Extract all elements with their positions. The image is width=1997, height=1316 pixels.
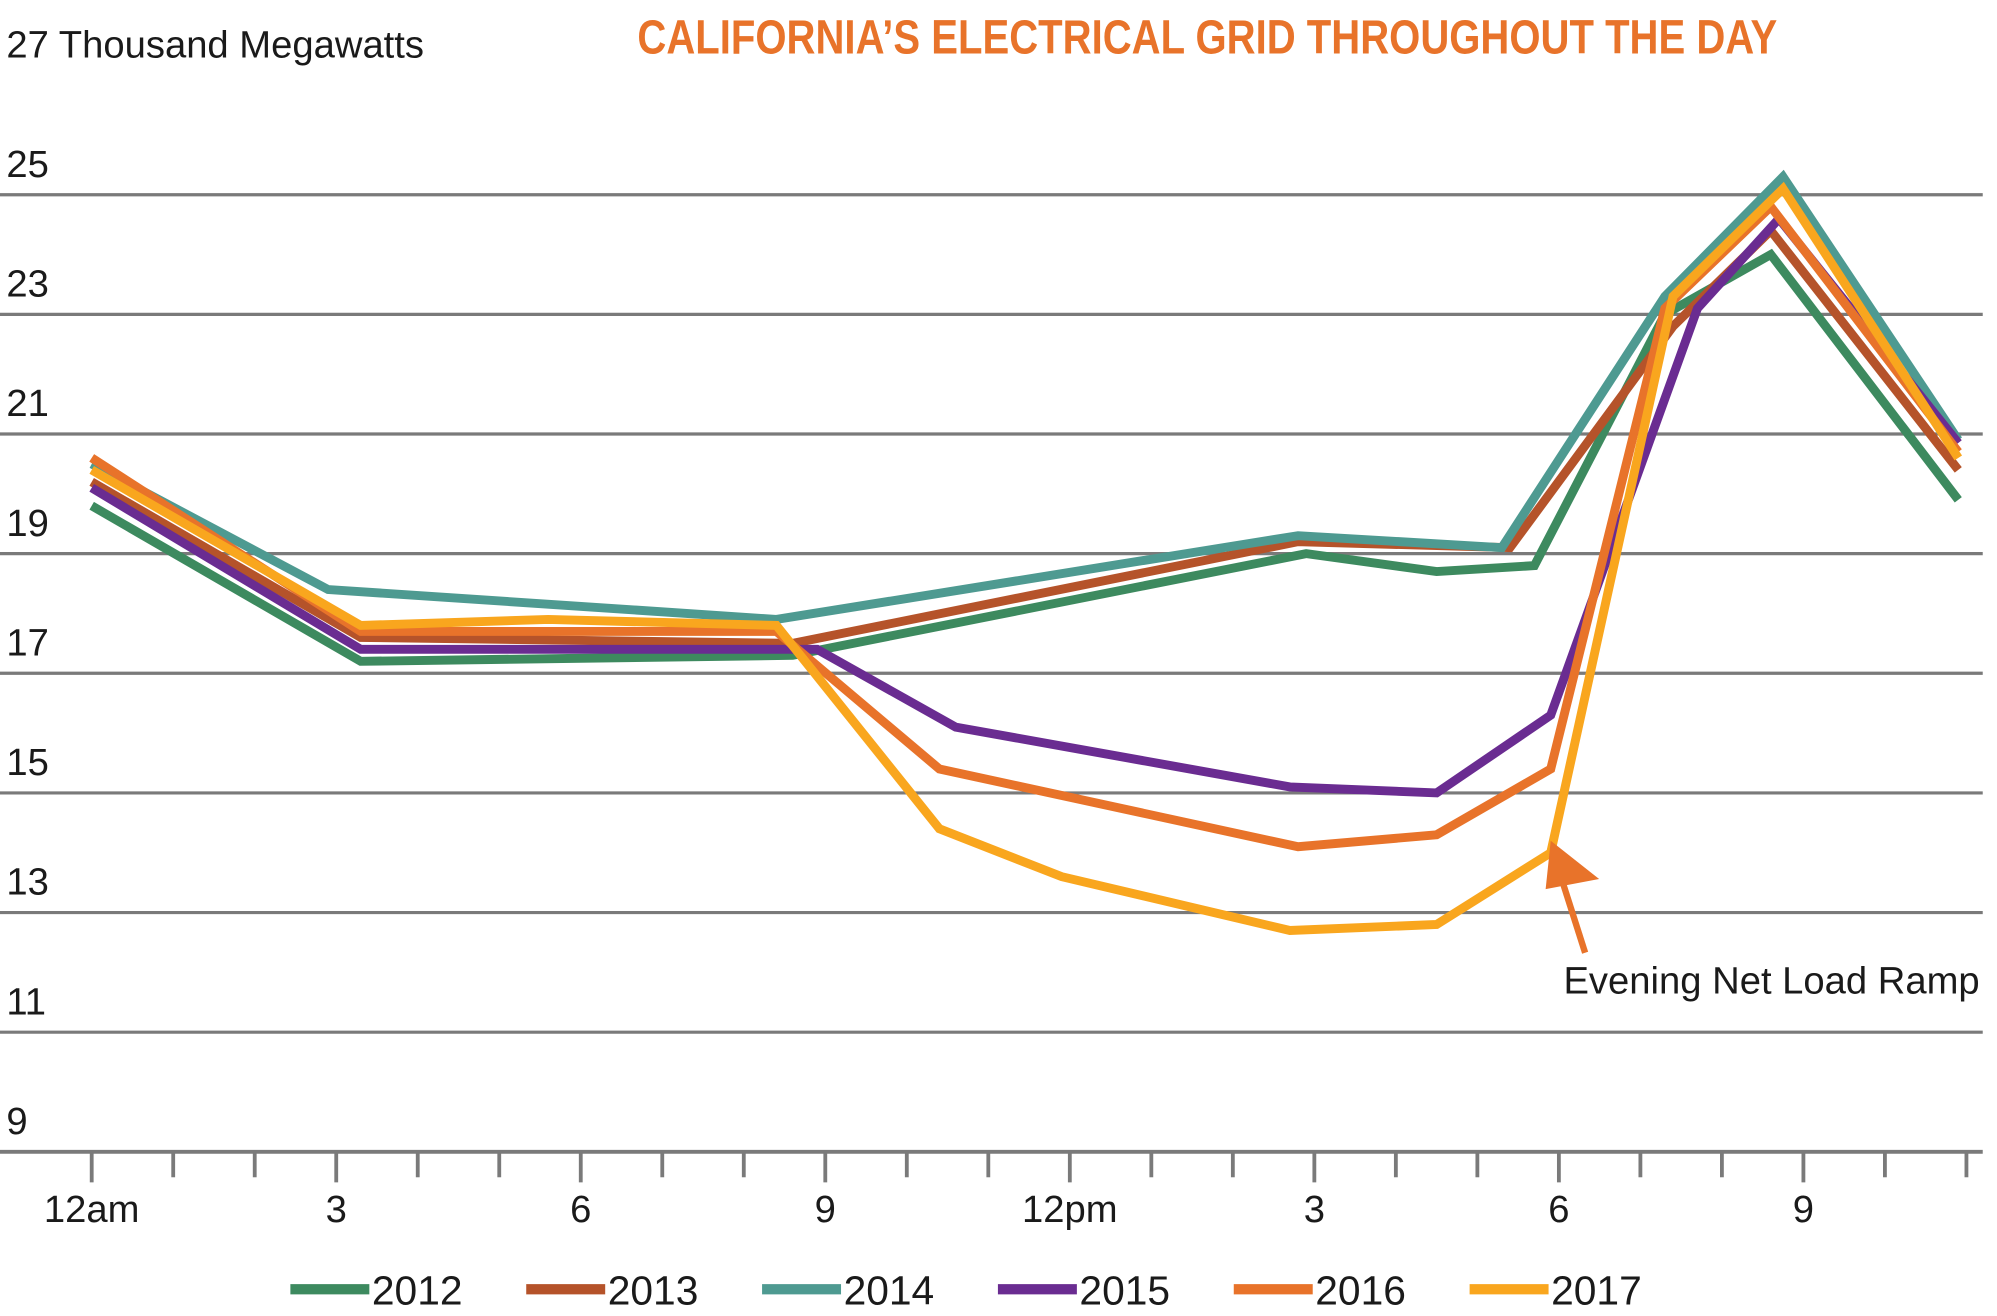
y-tick-label: 27 Thousand Megawatts xyxy=(6,23,424,66)
y-tick-label: 19 xyxy=(6,502,48,545)
legend-label: 2015 xyxy=(1079,1268,1170,1314)
series-line xyxy=(89,211,1962,798)
legend-label: 2016 xyxy=(1315,1268,1406,1314)
annotation: Evening Net Load Ramp xyxy=(1563,960,1979,1003)
y-tick-label: 23 xyxy=(6,263,48,306)
y-tick-label: 13 xyxy=(6,861,48,904)
legend-label: 2014 xyxy=(844,1268,935,1314)
x-tick-label: 9 xyxy=(1793,1188,1814,1231)
legend-label: 2012 xyxy=(372,1268,463,1314)
y-tick-label: 15 xyxy=(6,741,48,784)
x-tick-label: 9 xyxy=(815,1188,836,1231)
x-tick-label: 12am xyxy=(44,1188,140,1231)
annotation-arrowhead xyxy=(1545,840,1600,890)
x-tick-label: 12pm xyxy=(1022,1188,1118,1231)
y-tick-label: 25 xyxy=(6,143,48,186)
y-tick-label: 11 xyxy=(6,980,46,1023)
y-tick-label: 17 xyxy=(6,621,48,664)
x-tick-label: 6 xyxy=(570,1188,591,1231)
series-line xyxy=(89,181,1963,935)
chart-title: CALIFORNIA’S ELECTRICAL GRID THROUGHOUT … xyxy=(637,10,1777,64)
y-tick-label: 21 xyxy=(6,382,48,425)
x-tick-label: 3 xyxy=(326,1188,347,1231)
x-tick-label: 6 xyxy=(1548,1188,1569,1231)
y-tick-label: 9 xyxy=(6,1100,27,1143)
legend-label: 2017 xyxy=(1551,1268,1642,1314)
legend-label: 2013 xyxy=(608,1268,699,1314)
series-line xyxy=(89,248,1962,666)
series-line xyxy=(89,169,1962,624)
x-tick-label: 3 xyxy=(1304,1188,1325,1231)
